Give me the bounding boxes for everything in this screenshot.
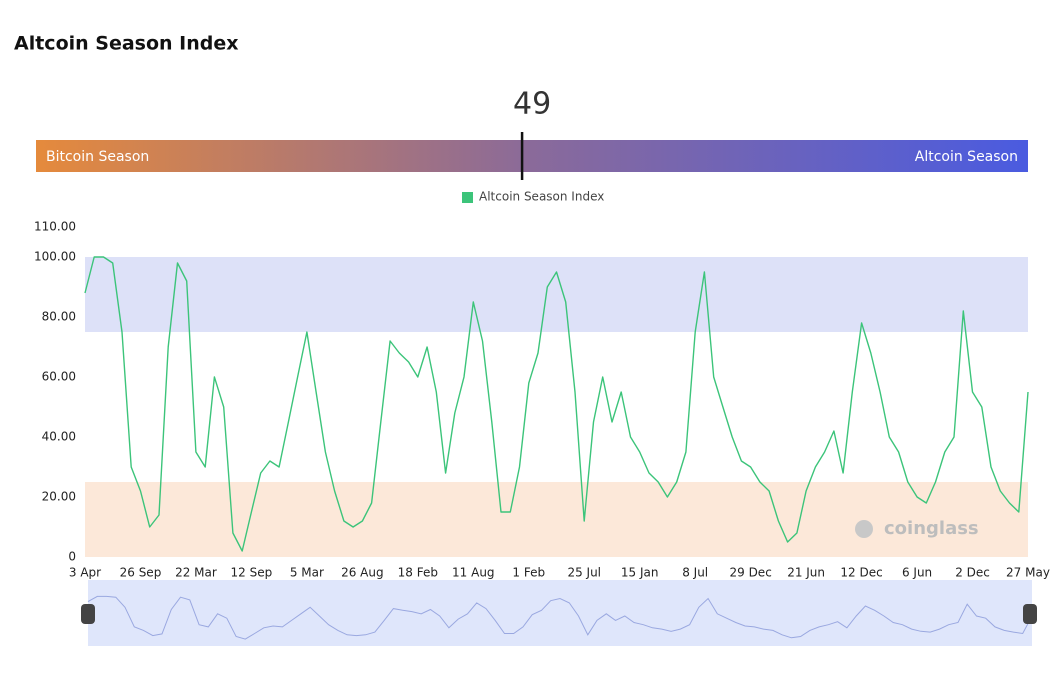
y-tick-label: 80.00	[42, 310, 76, 324]
gauge-right-label: Altcoin Season	[915, 149, 1018, 165]
x-tick-label: 22 Mar	[175, 566, 217, 580]
x-tick-label: 25 Jul	[567, 566, 601, 580]
x-tick-label: 6 Jun	[902, 566, 932, 580]
x-tick-label: 18 Feb	[398, 566, 438, 580]
legend-swatch	[462, 192, 473, 203]
navigator-line	[87, 595, 1033, 640]
x-tick-label: 26 Aug	[341, 566, 384, 580]
x-tick-label: 21 Jun	[787, 566, 825, 580]
legend-label: Altcoin Season Index	[479, 190, 604, 204]
x-tick-label: 15 Jan	[621, 566, 659, 580]
x-tick-label: 1 Feb	[512, 566, 545, 580]
x-tick-label: 3 Apr	[69, 566, 101, 580]
x-tick-label: 5 Mar	[290, 566, 324, 580]
gauge-left-label: Bitcoin Season	[46, 149, 149, 165]
y-tick-label: 40.00	[42, 430, 76, 444]
y-tick-label: 20.00	[42, 490, 76, 504]
gauge-bar	[36, 140, 1028, 172]
chart-title: Altcoin Season Index	[14, 33, 239, 55]
x-tick-label: 26 Sep	[120, 566, 162, 580]
x-tick-label: 2 Dec	[955, 566, 990, 580]
watermark: coinglass	[884, 518, 979, 539]
line-series	[84, 256, 1029, 552]
x-tick-label: 27 May	[1006, 566, 1050, 580]
x-tick-label: 29 Dec	[729, 566, 771, 580]
y-tick-label: 0	[68, 550, 76, 564]
navigator-handle	[81, 604, 95, 624]
watermark-icon	[855, 520, 873, 538]
gauge-value: 49	[513, 87, 551, 122]
navigator	[88, 580, 1032, 646]
x-tick-label: 11 Aug	[452, 566, 495, 580]
x-tick-label: 8 Jul	[682, 566, 708, 580]
x-tick-label: 12 Sep	[231, 566, 273, 580]
x-tick-label: 12 Dec	[840, 566, 882, 580]
y-tick-label: 110.00	[34, 220, 76, 234]
navigator-handle	[1023, 604, 1037, 624]
band	[85, 257, 1028, 332]
band	[85, 482, 1028, 557]
y-tick-label: 60.00	[42, 370, 76, 384]
y-tick-label: 100.00	[34, 250, 76, 264]
